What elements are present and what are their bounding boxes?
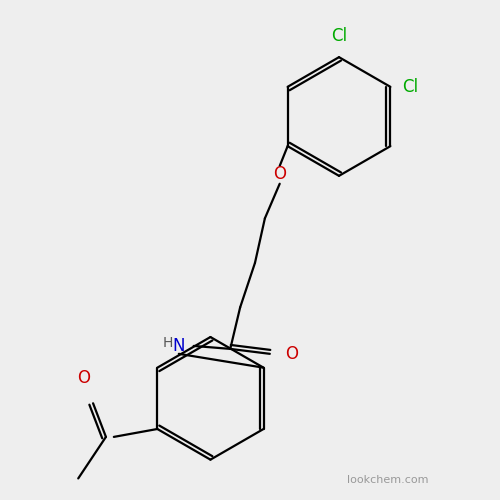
Text: Cl: Cl (402, 78, 418, 96)
Text: Cl: Cl (331, 28, 347, 46)
Text: N: N (172, 337, 185, 355)
Text: O: O (273, 165, 286, 183)
Text: O: O (76, 370, 90, 388)
Text: H: H (162, 336, 173, 350)
Text: lookchem.com: lookchem.com (346, 476, 428, 486)
Text: O: O (284, 345, 298, 363)
